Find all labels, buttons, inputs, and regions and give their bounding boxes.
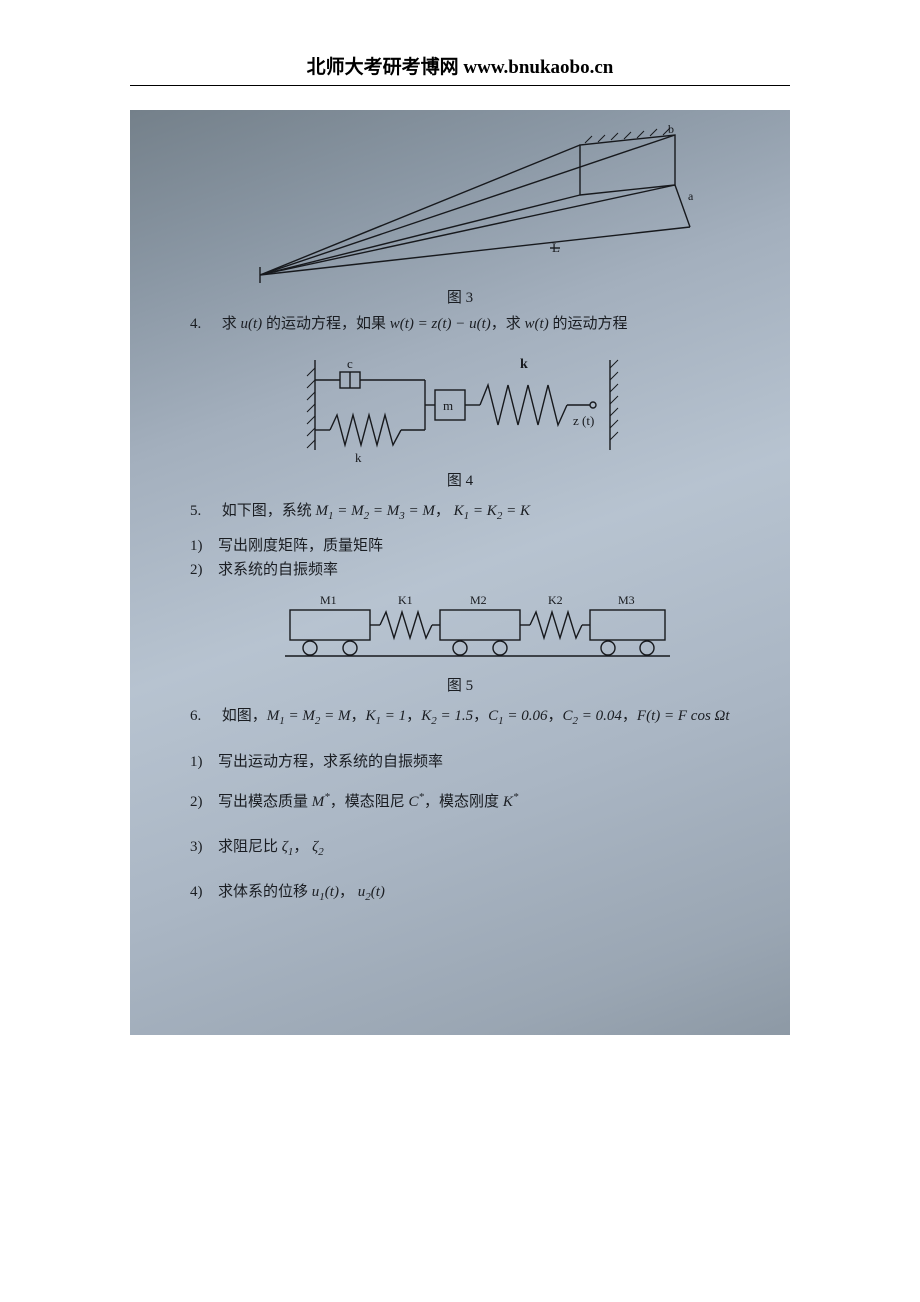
figure-3-caption: 图 3	[130, 286, 790, 307]
q6-sub3: 3)求阻尼比 ζ1， ζ2	[190, 835, 324, 858]
figure-5-caption: 图 5	[130, 674, 790, 695]
fig5-k1: K1	[398, 593, 413, 607]
q6-sub1-text: 写出运动方程，求系统的自振频率	[218, 754, 443, 770]
fig3-label-a: a	[688, 189, 694, 203]
q5-sub2: 2)求系统的自振频率	[190, 558, 338, 579]
q6-sub1: 1)写出运动方程，求系统的自振频率	[190, 750, 443, 771]
fig3-label-b: b	[668, 125, 674, 136]
question-6: 6. 如图，M1 = M2 = M，K1 = 1，K2 = 1.5，C1 = 0…	[190, 705, 760, 730]
q6-sub3-sep: ，	[293, 839, 308, 855]
q5-num: 5.	[190, 500, 218, 523]
header-rule	[130, 85, 790, 86]
figure-4-caption: 图 4	[130, 469, 790, 490]
page-header: 北师大考研考博网 www.bnukaobo.cn	[0, 0, 920, 79]
q6-sub3-a: 求阻尼比	[218, 839, 282, 855]
q6-sub1-num: 1)	[190, 754, 218, 771]
q5-sub2-num: 2)	[190, 562, 218, 579]
q6-sub2: 2)写出模态质量 M*，模态阻尼 C*，模态刚度 K*	[190, 790, 518, 811]
q4-text-d: 的运动方程	[549, 316, 628, 332]
photo-content: L a b 图 3 4. 求 u(t) 的运动方程，如果 w(t) = z(t)…	[130, 110, 790, 1035]
q5-text-a: 如下图，系统	[222, 503, 316, 519]
q6-sub4-u1: u1(t)	[312, 884, 339, 900]
q6-s2: ，	[406, 708, 421, 724]
q6-sub2-a: 写出模态质量	[218, 794, 312, 810]
fig5-m3: M3	[618, 593, 635, 607]
q6-s3: ，	[473, 708, 488, 724]
q4-expr-w: w(t) = z(t) − u(t)	[390, 316, 491, 332]
q6-s1: ，	[351, 708, 366, 724]
scanned-photo: L a b 图 3 4. 求 u(t) 的运动方程，如果 w(t) = z(t)…	[130, 110, 790, 1035]
q6-sub2-c: ，模态刚度	[424, 794, 503, 810]
question-4: 4. 求 u(t) 的运动方程，如果 w(t) = z(t) − u(t)，求 …	[190, 313, 760, 336]
q5-sub1: 1)写出刚度矩阵，质量矩阵	[190, 534, 383, 555]
fig4-k-top: k	[520, 357, 528, 372]
q4-expr-w2: w(t)	[525, 316, 549, 332]
q6-sub3-z2: ζ2	[312, 839, 324, 855]
q6-sub2-K: K*	[503, 794, 519, 810]
q4-text-b: 的运动方程，如果	[262, 316, 390, 332]
q5-sub1-num: 1)	[190, 538, 218, 555]
q6-text-a: 如图，	[222, 708, 267, 724]
fig4-c: c	[347, 356, 353, 371]
q4-text-c: ，求	[491, 316, 525, 332]
q6-k2: K2 = 1.5	[421, 708, 473, 724]
q5-sub1-text: 写出刚度矩阵，质量矩阵	[218, 538, 383, 554]
q6-sub2-num: 2)	[190, 794, 218, 811]
q6-sub4-u2: u2(t)	[358, 884, 385, 900]
figure-4: c k k m z (t)	[295, 350, 625, 470]
q5-expr-k: K1 = K2 = K	[454, 503, 530, 519]
q4-text-a: 求	[222, 316, 241, 332]
fig4-m: m	[443, 398, 453, 413]
q6-m: M1 = M2 = M	[267, 708, 351, 724]
figure-5: M1 K1 M2 K2 M3	[280, 590, 670, 670]
fig4-z: z (t)	[573, 413, 594, 428]
fig4-k-bot: k	[355, 450, 362, 465]
q6-sub2-C: C*	[409, 794, 425, 810]
question-5: 5. 如下图，系统 M1 = M2 = M3 = M， K1 = K2 = K	[190, 500, 760, 525]
figure-3: L a b	[240, 125, 710, 285]
q6-s4: ，	[547, 708, 562, 724]
q6-num: 6.	[190, 705, 218, 728]
q6-s5: ，	[622, 708, 637, 724]
q6-sub3-num: 3)	[190, 839, 218, 856]
q6-sub2-b: ，模态阻尼	[330, 794, 409, 810]
q4-expr-u: u(t)	[241, 316, 263, 332]
q6-sub4-num: 4)	[190, 884, 218, 901]
q6-k1: K1 = 1	[366, 708, 407, 724]
q6-sub4: 4)求体系的位移 u1(t)， u2(t)	[190, 880, 385, 903]
q6-sub2-M: M*	[312, 794, 330, 810]
q6-sub4-a: 求体系的位移	[218, 884, 312, 900]
q6-sub3-z1: ζ1	[282, 839, 294, 855]
q5-sub2-text: 求系统的自振频率	[218, 562, 338, 578]
q5-expr-m: M1 = M2 = M3 = M	[316, 503, 435, 519]
q6-sub4-sep: ，	[339, 884, 354, 900]
q4-num: 4.	[190, 313, 218, 336]
q6-c1: C1 = 0.06	[488, 708, 547, 724]
fig3-label-L: L	[552, 240, 560, 255]
fig5-m2: M2	[470, 593, 487, 607]
q6-c2: C2 = 0.04	[563, 708, 622, 724]
q5-sep: ，	[435, 503, 450, 519]
fig5-m1: M1	[320, 593, 337, 607]
q6-f: F(t) = F cos Ωt	[637, 708, 730, 724]
fig5-k2: K2	[548, 593, 563, 607]
